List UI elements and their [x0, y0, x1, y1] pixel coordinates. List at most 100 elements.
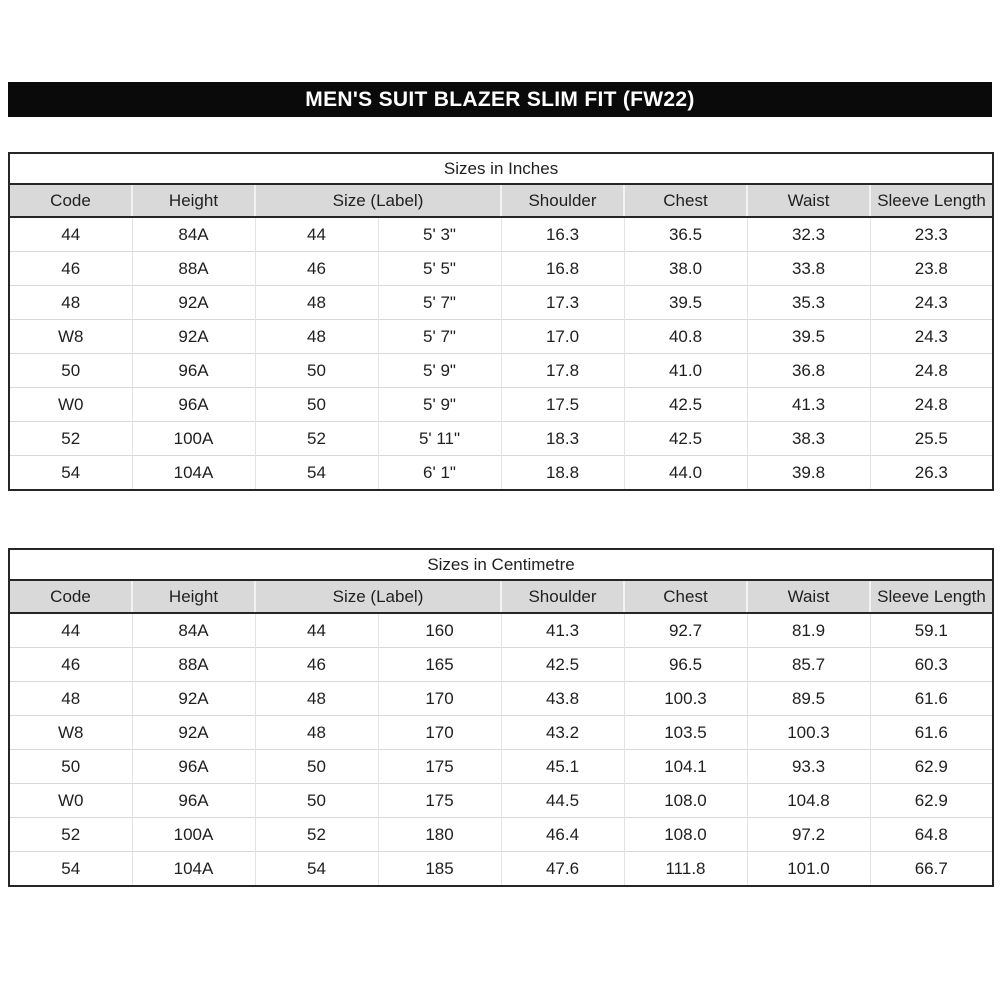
- cell-waist: 41.3: [746, 387, 870, 422]
- cell-sleeve-length: 62.9: [869, 749, 994, 784]
- table-header-row: Code Height Size (Label) Shoulder Chest …: [9, 580, 994, 614]
- cell-size: 48: [254, 715, 378, 750]
- cell-size-alt: 5' 9": [377, 387, 501, 422]
- cell-size-alt: 170: [377, 715, 501, 750]
- cell-shoulder: 46.4: [500, 817, 624, 852]
- cell-waist: 39.5: [746, 319, 870, 354]
- cell-height: 92A: [131, 715, 255, 750]
- cell-height: 92A: [131, 285, 255, 320]
- cell-size: 50: [254, 353, 378, 388]
- cell-code: 44: [9, 613, 132, 648]
- column-header-code: Code: [9, 580, 132, 614]
- cell-chest: 92.7: [623, 613, 747, 648]
- table-title-row: Sizes in Centimetre: [9, 549, 994, 581]
- cell-sleeve-length: 61.6: [869, 681, 994, 716]
- cell-size-alt: 5' 5": [377, 251, 501, 286]
- table-row: 44 84A 44 5' 3" 16.3 36.5 32.3 23.3: [9, 217, 994, 252]
- cell-code: 48: [9, 681, 132, 716]
- cell-size: 50: [254, 387, 378, 422]
- cell-chest: 39.5: [623, 285, 747, 320]
- cell-height: 96A: [131, 387, 255, 422]
- cell-sleeve-length: 24.3: [869, 319, 994, 354]
- cell-chest: 42.5: [623, 387, 747, 422]
- table-row: 48 92A 48 170 43.8 100.3 89.5 61.6: [9, 681, 994, 716]
- cell-chest: 103.5: [623, 715, 747, 750]
- cell-waist: 81.9: [746, 613, 870, 648]
- column-header-sleeve-length: Sleeve Length: [868, 580, 994, 614]
- table-row: 52 100A 52 180 46.4 108.0 97.2 64.8: [9, 817, 994, 852]
- table-row: 44 84A 44 160 41.3 92.7 81.9 59.1: [9, 613, 994, 648]
- cell-waist: 97.2: [746, 817, 870, 852]
- cell-chest: 38.0: [623, 251, 747, 286]
- cell-code: 48: [9, 285, 132, 320]
- column-header-shoulder: Shoulder: [500, 580, 624, 614]
- cell-chest: 104.1: [623, 749, 747, 784]
- table-row: W8 92A 48 170 43.2 103.5 100.3 61.6: [9, 715, 994, 750]
- cell-sleeve-length: 24.3: [869, 285, 994, 320]
- cell-shoulder: 17.0: [500, 319, 624, 354]
- cell-chest: 41.0: [623, 353, 747, 388]
- column-header-size-label: Size (Label): [254, 184, 501, 218]
- cell-size-alt: 175: [377, 783, 501, 818]
- cell-size-alt: 185: [377, 851, 501, 886]
- cell-waist: 93.3: [746, 749, 870, 784]
- cell-sleeve-length: 61.6: [869, 715, 994, 750]
- cell-size: 52: [254, 421, 378, 456]
- cell-code: 54: [9, 455, 132, 490]
- cell-sleeve-length: 26.3: [869, 455, 994, 490]
- cell-shoulder: 17.8: [500, 353, 624, 388]
- cell-size: 48: [254, 681, 378, 716]
- cell-code: 44: [9, 217, 132, 252]
- cell-waist: 36.8: [746, 353, 870, 388]
- cell-sleeve-length: 23.8: [869, 251, 994, 286]
- table-row: 48 92A 48 5' 7" 17.3 39.5 35.3 24.3: [9, 285, 994, 320]
- cell-size: 50: [254, 783, 378, 818]
- cell-shoulder: 44.5: [500, 783, 624, 818]
- cell-shoulder: 43.2: [500, 715, 624, 750]
- column-header-code: Code: [9, 184, 132, 218]
- cell-size-alt: 180: [377, 817, 501, 852]
- cell-size: 46: [254, 251, 378, 286]
- cell-chest: 111.8: [623, 851, 747, 886]
- table-row: 46 88A 46 5' 5" 16.8 38.0 33.8 23.8: [9, 251, 994, 286]
- cell-waist: 33.8: [746, 251, 870, 286]
- cell-waist: 35.3: [746, 285, 870, 320]
- cell-sleeve-length: 59.1: [869, 613, 994, 648]
- column-header-size-label: Size (Label): [254, 580, 501, 614]
- cell-code: W0: [9, 783, 132, 818]
- column-header-chest: Chest: [623, 184, 747, 218]
- cell-height: 100A: [131, 421, 255, 456]
- cell-shoulder: 18.3: [500, 421, 624, 456]
- cell-sleeve-length: 23.3: [869, 217, 994, 252]
- cell-shoulder: 17.3: [500, 285, 624, 320]
- cell-code: 50: [9, 749, 132, 784]
- cell-shoulder: 16.3: [500, 217, 624, 252]
- cell-height: 96A: [131, 353, 255, 388]
- cell-chest: 100.3: [623, 681, 747, 716]
- cell-code: 54: [9, 851, 132, 886]
- cell-shoulder: 41.3: [500, 613, 624, 648]
- cell-sleeve-length: 64.8: [869, 817, 994, 852]
- cell-sleeve-length: 24.8: [869, 353, 994, 388]
- cell-code: W8: [9, 715, 132, 750]
- cell-waist: 104.8: [746, 783, 870, 818]
- cell-code: 46: [9, 251, 132, 286]
- chart-title-banner: MEN'S SUIT BLAZER SLIM FIT (FW22): [8, 82, 992, 117]
- table-row: 50 96A 50 5' 9" 17.8 41.0 36.8 24.8: [9, 353, 994, 388]
- cell-size-alt: 165: [377, 647, 501, 682]
- cell-size-alt: 5' 9": [377, 353, 501, 388]
- cell-size: 44: [254, 613, 378, 648]
- cell-sleeve-length: 60.3: [869, 647, 994, 682]
- cell-size-alt: 160: [377, 613, 501, 648]
- cell-height: 92A: [131, 319, 255, 354]
- column-header-height: Height: [131, 580, 255, 614]
- cell-shoulder: 16.8: [500, 251, 624, 286]
- table-header-row: Code Height Size (Label) Shoulder Chest …: [9, 184, 994, 218]
- cell-waist: 38.3: [746, 421, 870, 456]
- cell-size: 54: [254, 455, 378, 490]
- cell-size: 54: [254, 851, 378, 886]
- cell-chest: 108.0: [623, 817, 747, 852]
- chart-title: MEN'S SUIT BLAZER SLIM FIT (FW22): [305, 87, 695, 111]
- table-row: W0 96A 50 5' 9" 17.5 42.5 41.3 24.8: [9, 387, 994, 422]
